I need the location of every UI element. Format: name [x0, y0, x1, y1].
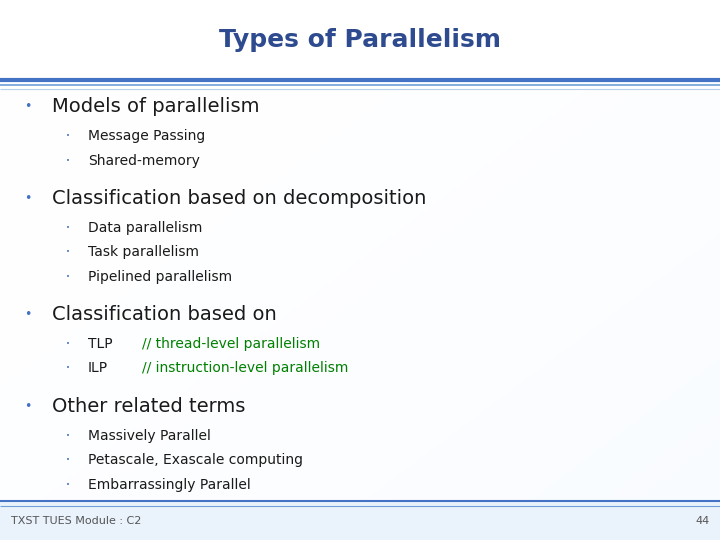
- Text: •: •: [66, 366, 71, 372]
- Text: •: •: [66, 133, 71, 139]
- Text: Classification based on: Classification based on: [52, 305, 276, 324]
- Text: Other related terms: Other related terms: [52, 397, 246, 416]
- Text: Embarrassingly Parallel: Embarrassingly Parallel: [88, 477, 251, 491]
- Text: 44: 44: [695, 516, 709, 525]
- Text: •: •: [66, 341, 71, 347]
- Text: •: •: [66, 274, 71, 280]
- Text: •: •: [24, 192, 31, 205]
- Bar: [0, 0, 720, 80]
- Text: •: •: [24, 100, 31, 113]
- Text: Shared-memory: Shared-memory: [88, 153, 199, 167]
- Text: // instruction-level parallelism: // instruction-level parallelism: [142, 361, 348, 375]
- Text: •: •: [66, 457, 71, 463]
- Text: Task parallelism: Task parallelism: [88, 245, 199, 259]
- Text: Types of Parallelism: Types of Parallelism: [219, 28, 501, 52]
- Text: Data parallelism: Data parallelism: [88, 221, 202, 235]
- Text: // thread-level parallelism: // thread-level parallelism: [142, 337, 320, 351]
- Bar: [0, 501, 720, 540]
- Text: •: •: [24, 400, 31, 413]
- Text: Models of parallelism: Models of parallelism: [52, 97, 259, 116]
- Text: Pipelined parallelism: Pipelined parallelism: [88, 269, 232, 284]
- Text: •: •: [66, 433, 71, 438]
- Text: •: •: [66, 482, 71, 488]
- Text: Massively Parallel: Massively Parallel: [88, 429, 211, 443]
- Text: ILP: ILP: [88, 361, 108, 375]
- Text: TXST TUES Module : C2: TXST TUES Module : C2: [11, 516, 141, 525]
- Text: •: •: [66, 249, 71, 255]
- Text: •: •: [66, 158, 71, 164]
- Text: Classification based on decomposition: Classification based on decomposition: [52, 189, 426, 208]
- Text: Petascale, Exascale computing: Petascale, Exascale computing: [88, 453, 303, 467]
- Text: TLP: TLP: [88, 337, 112, 351]
- Text: •: •: [66, 225, 71, 231]
- Text: •: •: [24, 308, 31, 321]
- Text: Message Passing: Message Passing: [88, 129, 205, 143]
